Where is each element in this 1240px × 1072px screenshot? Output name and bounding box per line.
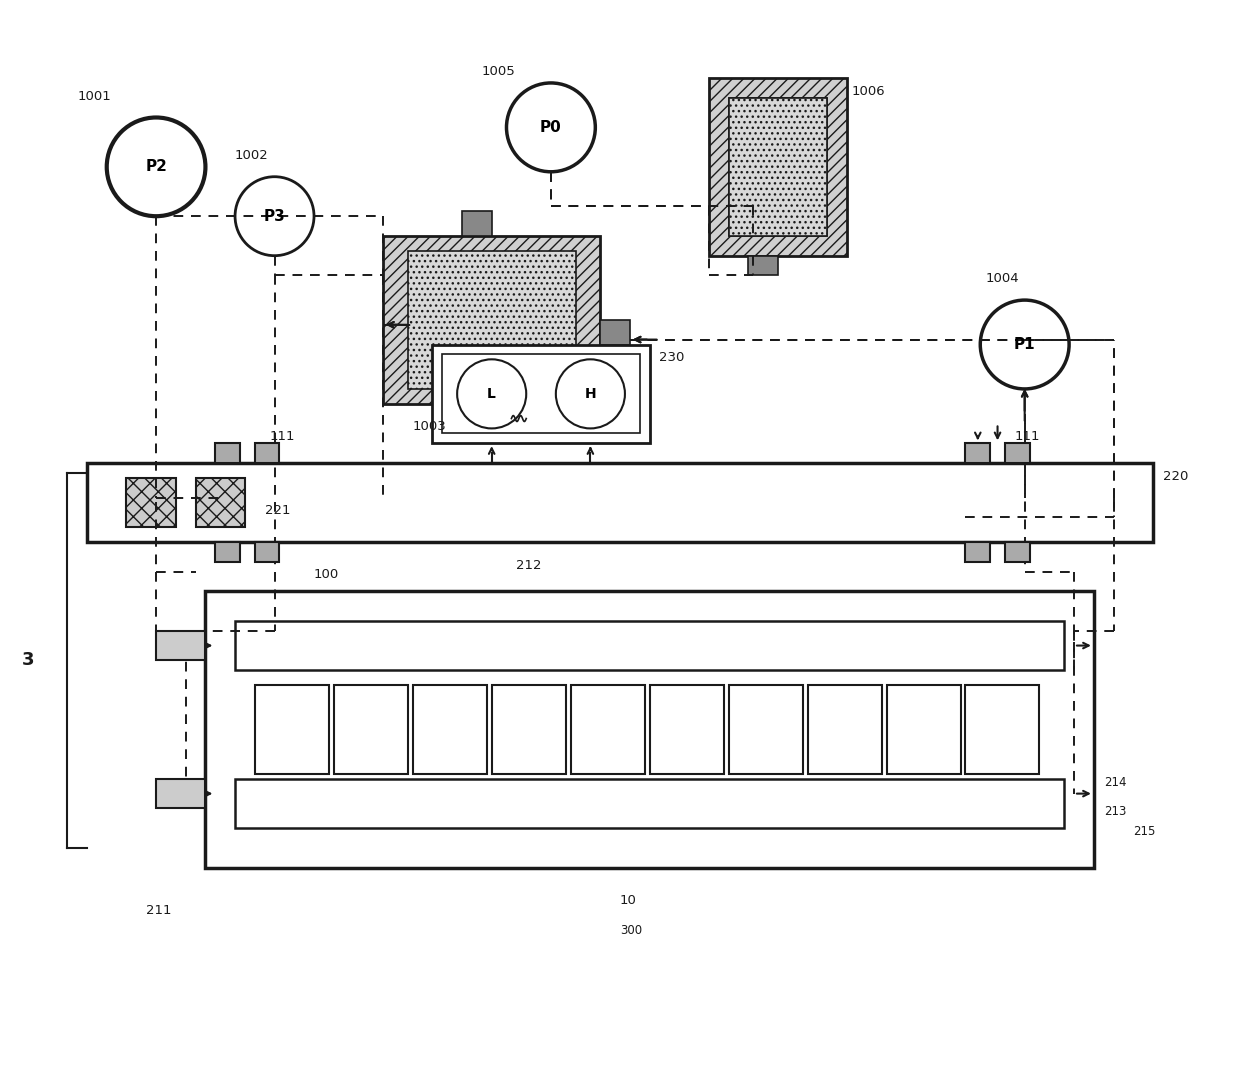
Bar <box>807 685 882 774</box>
Text: H: H <box>584 387 596 401</box>
Bar <box>570 685 645 774</box>
Bar <box>126 478 176 527</box>
Bar <box>254 443 279 463</box>
Text: 1003: 1003 <box>413 420 446 433</box>
Text: 100: 100 <box>314 568 340 581</box>
Text: 300: 300 <box>620 924 642 937</box>
Text: 211: 211 <box>146 904 171 917</box>
Bar <box>1004 542 1029 562</box>
Bar <box>463 211 492 236</box>
Text: 1005: 1005 <box>482 65 516 78</box>
Text: 214: 214 <box>1104 776 1126 789</box>
Bar <box>748 256 777 276</box>
Bar <box>236 621 1064 670</box>
Bar <box>216 443 241 463</box>
Bar <box>709 78 847 256</box>
Bar <box>966 685 1039 774</box>
Bar <box>206 592 1094 867</box>
Bar <box>156 630 206 660</box>
Bar <box>443 355 640 433</box>
Bar <box>650 685 724 774</box>
Bar <box>966 542 991 562</box>
Text: 221: 221 <box>264 504 290 518</box>
Bar <box>236 779 1064 829</box>
Bar <box>600 319 630 344</box>
Bar <box>729 685 802 774</box>
Text: 215: 215 <box>1133 825 1156 838</box>
Text: 111: 111 <box>269 430 295 443</box>
Text: 3: 3 <box>21 652 33 669</box>
Text: 212: 212 <box>516 559 542 571</box>
Bar <box>729 98 827 236</box>
Bar <box>87 463 1153 542</box>
Text: 1001: 1001 <box>77 90 110 103</box>
Bar <box>383 236 600 404</box>
Bar <box>254 542 279 562</box>
Bar <box>216 542 241 562</box>
Text: P1: P1 <box>1014 337 1035 352</box>
Bar <box>334 685 408 774</box>
Text: 230: 230 <box>660 352 684 364</box>
Bar <box>729 98 827 236</box>
Text: 220: 220 <box>1163 470 1188 482</box>
Text: 1006: 1006 <box>852 85 885 98</box>
Bar <box>156 779 206 808</box>
Bar <box>413 685 487 774</box>
Text: 213: 213 <box>1104 805 1126 818</box>
Text: P3: P3 <box>264 209 285 224</box>
Bar <box>433 344 650 443</box>
Bar <box>966 443 991 463</box>
Text: P0: P0 <box>541 120 562 135</box>
Text: 111: 111 <box>1014 430 1040 443</box>
Bar <box>887 685 961 774</box>
Text: 1004: 1004 <box>986 272 1019 285</box>
Bar <box>196 478 246 527</box>
Text: P2: P2 <box>145 160 167 175</box>
Text: L: L <box>487 387 496 401</box>
Text: 1002: 1002 <box>236 149 269 162</box>
Bar <box>254 685 329 774</box>
Text: 10: 10 <box>620 894 637 907</box>
Bar <box>408 251 575 389</box>
Bar <box>1004 443 1029 463</box>
Bar <box>492 685 565 774</box>
